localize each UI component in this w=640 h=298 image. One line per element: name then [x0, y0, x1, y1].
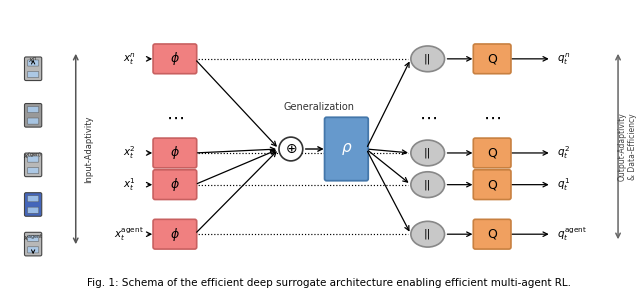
- Text: Fig. 1: Schema of the efficient deep surrogate architecture enabling efficient m: Fig. 1: Schema of the efficient deep sur…: [86, 278, 570, 288]
- Text: $x_t^{2}$: $x_t^{2}$: [123, 145, 136, 161]
- FancyBboxPatch shape: [28, 196, 39, 202]
- Text: ||: ||: [424, 179, 431, 190]
- FancyBboxPatch shape: [474, 219, 511, 249]
- Ellipse shape: [411, 46, 445, 72]
- FancyBboxPatch shape: [24, 232, 42, 256]
- Text: $\phi$: $\phi$: [170, 226, 180, 243]
- Text: ||: ||: [424, 54, 431, 64]
- Text: $x_t^{n}$: $x_t^{n}$: [123, 51, 136, 66]
- Text: ||: ||: [424, 148, 431, 158]
- Text: $\rho$: $\rho$: [340, 141, 352, 157]
- Text: Generalization: Generalization: [283, 103, 354, 112]
- Text: $q_t^{\rm agent}$: $q_t^{\rm agent}$: [557, 225, 586, 243]
- Text: Q: Q: [487, 178, 497, 191]
- Text: $\cdots$: $\cdots$: [483, 109, 501, 127]
- FancyBboxPatch shape: [28, 118, 39, 124]
- Text: $x^{\rm (gen)}$: $x^{\rm (gen)}$: [24, 151, 43, 162]
- FancyBboxPatch shape: [474, 44, 511, 74]
- Text: $\cdots$: $\cdots$: [419, 109, 436, 127]
- FancyBboxPatch shape: [28, 235, 39, 241]
- Text: $\phi$: $\phi$: [170, 145, 180, 162]
- Ellipse shape: [411, 221, 445, 247]
- FancyBboxPatch shape: [474, 138, 511, 168]
- FancyBboxPatch shape: [28, 106, 39, 113]
- Ellipse shape: [411, 140, 445, 166]
- FancyBboxPatch shape: [153, 219, 196, 249]
- FancyBboxPatch shape: [28, 207, 39, 213]
- Text: Q: Q: [487, 146, 497, 159]
- Text: $q_t^{2}$: $q_t^{2}$: [557, 145, 570, 161]
- Text: $q_t^{n}$: $q_t^{n}$: [557, 51, 570, 66]
- FancyBboxPatch shape: [24, 103, 42, 127]
- Circle shape: [279, 137, 303, 161]
- Text: $\phi$: $\phi$: [170, 50, 180, 67]
- FancyBboxPatch shape: [153, 170, 196, 200]
- Text: Q: Q: [487, 52, 497, 65]
- Text: Input-Adaptivity: Input-Adaptivity: [84, 115, 93, 183]
- Text: $x_t^{1}$: $x_t^{1}$: [123, 176, 136, 193]
- FancyBboxPatch shape: [24, 57, 42, 80]
- Text: $\phi$: $\phi$: [170, 176, 180, 193]
- FancyBboxPatch shape: [24, 193, 42, 216]
- FancyBboxPatch shape: [28, 60, 39, 66]
- Text: ||: ||: [424, 229, 431, 240]
- Text: $x^{\rm agent}$: $x^{\rm agent}$: [23, 232, 44, 243]
- FancyBboxPatch shape: [28, 167, 39, 174]
- Text: $x_t^{\rm agent}$: $x_t^{\rm agent}$: [115, 225, 144, 243]
- FancyBboxPatch shape: [474, 170, 511, 200]
- Text: Output-Adaptivity
& Data-Efficiency: Output-Adaptivity & Data-Efficiency: [617, 112, 637, 181]
- FancyBboxPatch shape: [28, 72, 39, 77]
- FancyBboxPatch shape: [28, 247, 39, 253]
- FancyBboxPatch shape: [24, 153, 42, 177]
- Text: $\cdots$: $\cdots$: [166, 109, 184, 127]
- FancyBboxPatch shape: [28, 156, 39, 162]
- Text: $q_t^{1}$: $q_t^{1}$: [557, 176, 570, 193]
- FancyBboxPatch shape: [153, 138, 196, 168]
- Ellipse shape: [411, 172, 445, 198]
- Text: $\oplus$: $\oplus$: [285, 142, 297, 156]
- Text: $x^n$: $x^n$: [28, 55, 38, 65]
- FancyBboxPatch shape: [324, 117, 368, 181]
- FancyBboxPatch shape: [153, 44, 196, 74]
- Text: Q: Q: [487, 228, 497, 241]
